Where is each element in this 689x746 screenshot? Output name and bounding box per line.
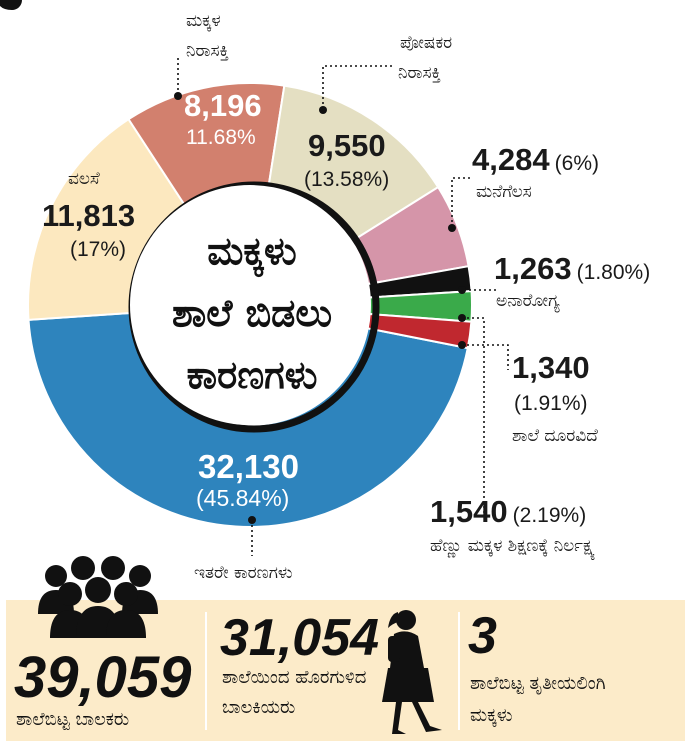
slice-parent-disinterest-value: 9,550	[308, 128, 386, 163]
chart-title-line-2: ಶಾಲೆ ಬಿಡಲು	[171, 291, 333, 335]
leader-dot-child-disinterest	[174, 92, 182, 100]
summary-divider-2	[458, 612, 460, 730]
slice-illness-text: 1,263 (1.80%)	[494, 251, 650, 287]
slice-child-disinterest-percent: 11.68%	[186, 126, 256, 149]
slice-other-percent: (45.84%)	[196, 485, 290, 511]
slice-illness-value: 1,263	[494, 251, 572, 286]
donut-hole	[130, 185, 370, 425]
girl-student-icon	[382, 610, 442, 734]
slice-girls-neglect-percent: (2.19%)	[512, 504, 587, 527]
summary-boys-caption: ಶಾಲೆಬಿಟ್ಟ ಬಾಲಕರು	[16, 709, 130, 730]
slice-housework-value: 4,284	[472, 142, 550, 177]
slice-girls-neglect-value: 1,540	[430, 494, 508, 529]
slice-migration-value: 11,813	[42, 198, 136, 233]
slice-child-disinterest-label-1: ಮಕ್ಕಳ	[186, 11, 221, 31]
donut-chart	[27, 58, 509, 556]
slice-distance-value: 1,340	[512, 350, 590, 385]
summary-third-gender-number: 3	[468, 607, 497, 665]
leader-dot-illness	[458, 286, 466, 294]
group-people-icon	[38, 556, 158, 638]
slice-illness-percent: (1.80%)	[576, 261, 651, 284]
leader-line-distance	[462, 344, 509, 370]
leader-line-housework	[451, 177, 470, 228]
leader-line-girls-neglect	[462, 317, 485, 516]
chart-title-line-1: ಮಕ್ಕಳು	[207, 229, 297, 273]
slice-housework-percent: (6%)	[554, 152, 600, 175]
slice-child-disinterest-value: 8,196	[184, 88, 262, 123]
slice-housework-text: 4,284 (6%)	[472, 142, 599, 178]
corner-ornament	[0, 0, 22, 10]
slice-parent-disinterest-percent: (13.58%)	[304, 168, 390, 191]
summary-divider-1	[205, 612, 207, 730]
slice-migration-label: ವಲಸೆ	[68, 169, 100, 189]
slice-girls-neglect-label: ಹೆಣ್ಣು ಮಕ್ಕಳ ಶಿಕ್ಷಣಕ್ಕೆ ನಿರ್ಲಕ್ಷ್ಯ	[430, 536, 596, 556]
slice-parent-disinterest-label-1: ಪೋಷಕರ	[400, 33, 453, 53]
chart-title-line-3: ಕಾರಣಗಳು	[186, 353, 318, 397]
summary-girls-caption-1: ಶಾಲೆಯಿಂದ ಹೊರಗುಳಿದ	[222, 667, 367, 688]
summary-third-gender-caption-2: ಮಕ್ಕಳು	[470, 705, 513, 726]
slice-illness-label: ಅನಾರೋಗ್ಯ	[496, 291, 560, 311]
summary-boys-number: 39,059	[14, 645, 192, 710]
leader-dot-other	[248, 516, 256, 524]
slice-other-value: 32,130	[198, 448, 299, 485]
leader-dot-housework	[448, 224, 456, 232]
slice-distance-percent: (1.91%)	[514, 392, 588, 415]
chart-title: ಮಕ್ಕಳು ಶಾಲೆ ಬಿಡಲು ಕಾರಣಗಳು	[132, 220, 372, 406]
summary-band: 39,059 ಶಾಲೆಬಿಟ್ಟ ಬಾಲಕರು 31,054 ಶಾಲೆಯಿಂದ …	[6, 556, 685, 741]
slice-other-label: ಇತರೇ ಕಾರಣಗಳು	[194, 563, 293, 583]
leader-dot-girls-neglect	[458, 314, 466, 322]
summary-girls-number: 31,054	[220, 609, 380, 667]
summary-third-gender-caption-1: ಶಾಲೆಬಿಟ್ಟ ತೃತೀಯಲಿಂಗಿ	[470, 673, 606, 694]
leader-dot-distance	[458, 341, 466, 349]
slice-housework-label: ಮನೆಗೆಲಸ	[476, 182, 532, 202]
slice-migration-percent: (17%)	[70, 238, 127, 261]
slice-parent-disinterest-label-2: ನಿರಾಸಕ್ತಿ	[398, 63, 441, 83]
leader-dot-parent-disinterest	[319, 106, 327, 114]
summary-girls-caption-2: ಬಾಲಕಿಯರು	[222, 697, 296, 718]
slice-girls-neglect-text: 1,540 (2.19%)	[430, 494, 586, 530]
slice-distance-label: ಶಾಲೆ ದೂರವಿದೆ	[512, 426, 598, 446]
slice-child-disinterest-label-2: ನಿರಾಸಕ್ತಿ	[186, 41, 229, 61]
